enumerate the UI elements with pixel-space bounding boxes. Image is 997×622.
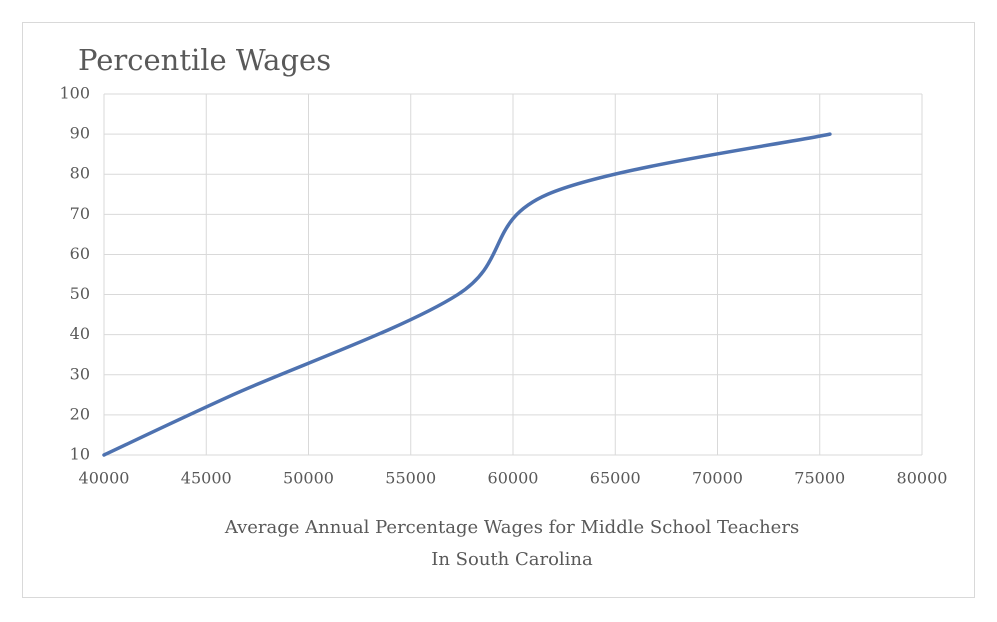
x-tick-label: 40000 [79, 469, 130, 488]
x-axis-label: Average Annual Percentage Wages for Midd… [224, 517, 799, 538]
x-tick-label: 45000 [181, 469, 232, 488]
y-tick-label: 100 [59, 84, 90, 103]
x-tick-label: 80000 [897, 469, 948, 488]
y-tick-label: 60 [70, 244, 90, 263]
x-tick-label: 50000 [283, 469, 334, 488]
y-tick-label: 90 [70, 124, 90, 143]
y-tick-label: 80 [70, 164, 90, 183]
data-line [102, 132, 832, 457]
chart-title: Percentile Wages [78, 43, 331, 77]
x-axis-label: In South Carolina [431, 549, 593, 570]
x-tick-label: 60000 [488, 469, 539, 488]
x-tick-label: 65000 [590, 469, 641, 488]
x-tick-label: 55000 [385, 469, 436, 488]
y-tick-label: 30 [70, 364, 90, 383]
y-tick-label: 40 [70, 324, 90, 343]
y-tick-label: 70 [70, 204, 90, 223]
x-tick-label: 75000 [794, 469, 845, 488]
chart-frame [22, 22, 975, 598]
x-tick-label: 70000 [692, 469, 743, 488]
y-tick-label: 20 [70, 404, 90, 423]
y-tick-label: 50 [70, 284, 90, 303]
y-tick-label: 10 [70, 445, 90, 464]
